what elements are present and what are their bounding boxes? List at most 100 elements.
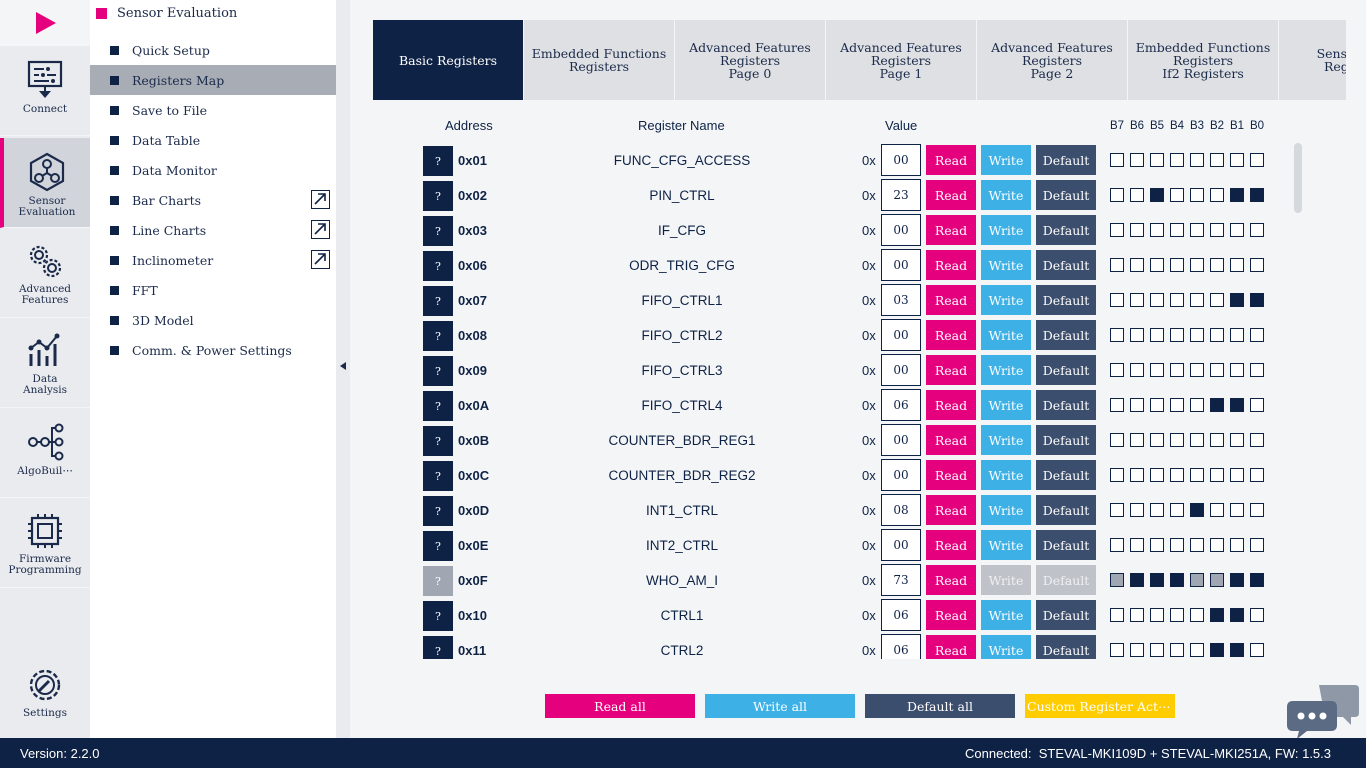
bit-toggle-b6[interactable] xyxy=(1130,328,1144,342)
bit-toggle-b5[interactable] xyxy=(1150,503,1164,517)
bit-toggle-b0[interactable] xyxy=(1250,538,1264,552)
bit-toggle-b5[interactable] xyxy=(1150,538,1164,552)
submenu-item[interactable]: 3D Model xyxy=(90,305,336,335)
bit-toggle-b5[interactable] xyxy=(1150,188,1164,202)
bit-toggle-b0[interactable] xyxy=(1250,363,1264,377)
register-value-input[interactable]: 00 xyxy=(881,459,921,491)
bit-toggle-b0[interactable] xyxy=(1250,223,1264,237)
bit-toggle-b1[interactable] xyxy=(1230,433,1244,447)
bit-toggle-b4[interactable] xyxy=(1170,223,1184,237)
submenu-item[interactable]: FFT xyxy=(90,275,336,305)
register-help-button[interactable]: ? xyxy=(423,426,453,456)
read-button[interactable]: Read xyxy=(926,600,976,630)
bit-toggle-b3[interactable] xyxy=(1190,258,1204,272)
rail-settings[interactable]: Settings xyxy=(0,648,90,738)
bit-toggle-b1[interactable] xyxy=(1230,258,1244,272)
read-button[interactable]: Read xyxy=(926,285,976,315)
bit-toggle-b5[interactable] xyxy=(1150,328,1164,342)
submenu-item[interactable]: Quick Setup xyxy=(90,35,336,65)
bit-toggle-b6[interactable] xyxy=(1130,398,1144,412)
read-button[interactable]: Read xyxy=(926,215,976,245)
write-button[interactable]: Write xyxy=(981,460,1031,490)
register-value-input[interactable]: 23 xyxy=(881,179,921,211)
write-button[interactable]: Write xyxy=(981,250,1031,280)
bit-toggle-b4[interactable] xyxy=(1170,643,1184,657)
bit-toggle-b4[interactable] xyxy=(1170,398,1184,412)
register-value-input[interactable]: 00 xyxy=(881,319,921,351)
submenu-item[interactable]: Comm. & Power Settings xyxy=(90,335,336,365)
bit-toggle-b2[interactable] xyxy=(1210,293,1224,307)
bit-toggle-b6[interactable] xyxy=(1130,258,1144,272)
default-button[interactable]: Default xyxy=(1036,495,1096,525)
bit-toggle-b5[interactable] xyxy=(1150,398,1164,412)
bit-toggle-b0[interactable] xyxy=(1250,433,1264,447)
register-help-button[interactable]: ? xyxy=(423,356,453,386)
rail-firmware-programming[interactable]: Firmware Programming xyxy=(0,498,90,588)
bit-toggle-b3[interactable] xyxy=(1190,153,1204,167)
register-help-button[interactable]: ? xyxy=(423,566,453,596)
bit-toggle-b4[interactable] xyxy=(1170,538,1184,552)
bit-toggle-b1[interactable] xyxy=(1230,643,1244,657)
bit-toggle-b6[interactable] xyxy=(1130,188,1144,202)
bit-toggle-b2[interactable] xyxy=(1210,363,1224,377)
register-help-button[interactable]: ? xyxy=(423,286,453,316)
write-button[interactable]: Write xyxy=(981,600,1031,630)
write-button[interactable]: Write xyxy=(981,285,1031,315)
write-button[interactable]: Write xyxy=(981,355,1031,385)
bit-toggle-b3[interactable] xyxy=(1190,433,1204,447)
read-button[interactable]: Read xyxy=(926,425,976,455)
register-help-button[interactable]: ? xyxy=(423,461,453,491)
bit-toggle-b7[interactable] xyxy=(1110,433,1124,447)
bit-toggle-b2[interactable] xyxy=(1210,223,1224,237)
read-button[interactable]: Read xyxy=(926,565,976,595)
bit-toggle-b7[interactable] xyxy=(1110,468,1124,482)
rail-data-analysis[interactable]: Data Analysis xyxy=(0,318,90,408)
bit-toggle-b6[interactable] xyxy=(1130,223,1144,237)
bit-toggle-b0[interactable] xyxy=(1250,328,1264,342)
rail-sensor-evaluation[interactable]: Sensor Evaluation xyxy=(0,138,90,228)
tab-register-page[interactable]: Embedded Functions Registers If2 Registe… xyxy=(1128,20,1278,100)
default-button[interactable]: Default xyxy=(1036,355,1096,385)
bit-toggle-b4[interactable] xyxy=(1170,608,1184,622)
read-button[interactable]: Read xyxy=(926,355,976,385)
bit-toggle-b4[interactable] xyxy=(1170,363,1184,377)
bit-toggle-b0[interactable] xyxy=(1250,608,1264,622)
submenu-item[interactable]: Line Charts xyxy=(90,215,336,245)
bit-toggle-b4[interactable] xyxy=(1170,503,1184,517)
bit-toggle-b2[interactable] xyxy=(1210,258,1224,272)
bit-toggle-b6[interactable] xyxy=(1130,608,1144,622)
bit-toggle-b2[interactable] xyxy=(1210,538,1224,552)
write-button[interactable]: Write xyxy=(981,495,1031,525)
default-button[interactable]: Default xyxy=(1036,390,1096,420)
bit-toggle-b1[interactable] xyxy=(1230,503,1244,517)
bit-toggle-b0[interactable] xyxy=(1250,398,1264,412)
submenu-item[interactable]: Inclinometer xyxy=(90,245,336,275)
bit-toggle-b5[interactable] xyxy=(1150,223,1164,237)
bit-toggle-b0[interactable] xyxy=(1250,503,1264,517)
open-external-icon[interactable] xyxy=(311,250,330,269)
bit-toggle-b3[interactable] xyxy=(1190,293,1204,307)
register-value-input[interactable]: 06 xyxy=(881,599,921,631)
register-help-button[interactable]: ? xyxy=(423,251,453,281)
default-button[interactable]: Default xyxy=(1036,180,1096,210)
bit-toggle-b5[interactable] xyxy=(1150,433,1164,447)
bit-toggle-b7[interactable] xyxy=(1110,153,1124,167)
bit-toggle-b4[interactable] xyxy=(1170,258,1184,272)
submenu-item[interactable]: Registers Map xyxy=(90,65,336,95)
bit-toggle-b6[interactable] xyxy=(1130,433,1144,447)
write-button[interactable]: Write xyxy=(981,635,1031,659)
play-button[interactable] xyxy=(0,0,90,46)
bit-toggle-b6[interactable] xyxy=(1130,153,1144,167)
rail-connect[interactable]: Connect xyxy=(0,46,90,136)
register-value-input[interactable]: 00 xyxy=(881,144,921,176)
bit-toggle-b7[interactable] xyxy=(1110,223,1124,237)
bit-toggle-b2[interactable] xyxy=(1210,503,1224,517)
collapse-arrow-icon[interactable] xyxy=(340,362,346,370)
default-button[interactable]: Default xyxy=(1036,460,1096,490)
bit-toggle-b0[interactable] xyxy=(1250,468,1264,482)
rail-advanced-features[interactable]: Advanced Features xyxy=(0,228,90,318)
bit-toggle-b6[interactable] xyxy=(1130,293,1144,307)
tab-register-page[interactable]: Advanced Features Registers Page 0 xyxy=(675,20,825,100)
register-value-input[interactable]: 06 xyxy=(881,634,921,659)
read-all-button[interactable]: Read all xyxy=(545,694,695,718)
